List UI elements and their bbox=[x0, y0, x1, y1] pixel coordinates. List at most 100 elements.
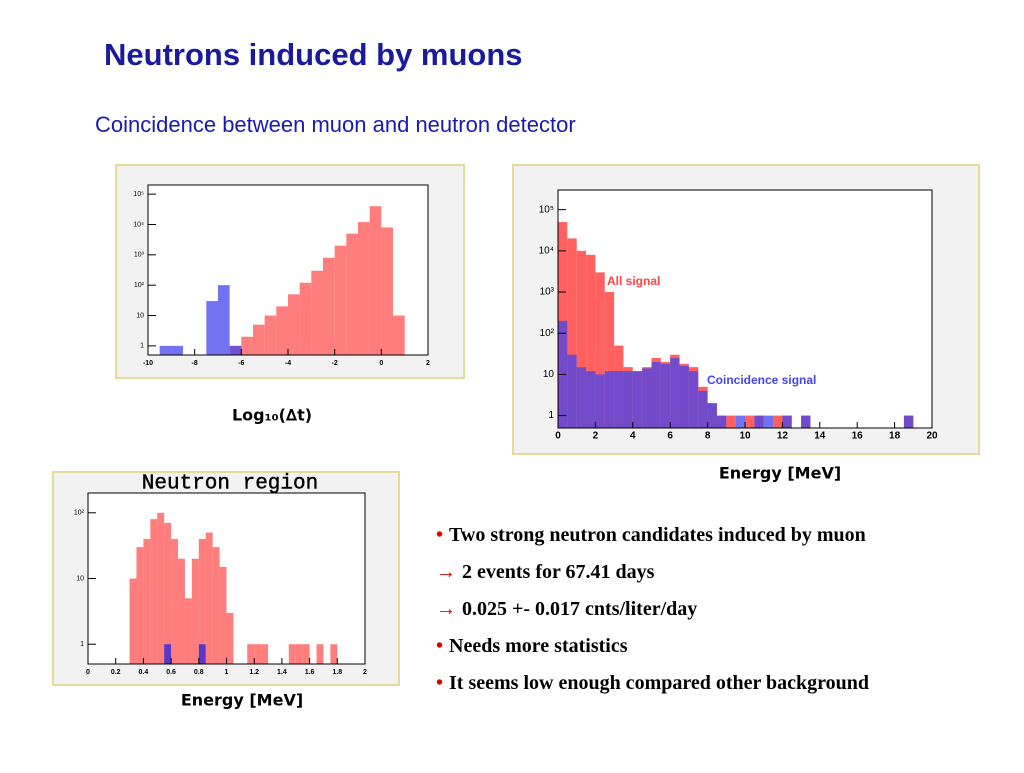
histogram-bar bbox=[903, 415, 914, 428]
bullet-text: Two strong neutron candidates induced by… bbox=[449, 524, 866, 546]
histogram-bar bbox=[157, 512, 165, 664]
histogram-bar bbox=[726, 415, 736, 428]
x-tick-label: -8 bbox=[192, 360, 198, 367]
histogram-bar bbox=[178, 558, 185, 664]
histogram-bar bbox=[198, 644, 206, 664]
bullet-text: 0.025 +- 0.017 cnts/liter/day bbox=[462, 598, 697, 620]
histogram-bar bbox=[754, 415, 764, 428]
x-tick-label: 0 bbox=[379, 360, 383, 367]
histogram-bar bbox=[707, 403, 717, 428]
histogram-bar bbox=[801, 415, 811, 428]
histogram-bar bbox=[226, 612, 234, 664]
bullet: → 2 events for 67.41 days bbox=[436, 561, 655, 583]
bullet: → 0.025 +- 0.017 cnts/liter/day bbox=[436, 598, 697, 620]
histogram-bar bbox=[191, 558, 199, 664]
histogram-bar bbox=[164, 522, 172, 664]
x-tick-label: 1.2 bbox=[249, 669, 259, 676]
histogram-bar bbox=[595, 374, 605, 428]
histogram-bar bbox=[763, 415, 774, 428]
x-tick-label: 1.4 bbox=[277, 669, 287, 676]
bullet-marker: • bbox=[436, 524, 443, 546]
y-tick-label: 10⁴ bbox=[133, 221, 144, 228]
y-tick-label: 10 bbox=[136, 312, 144, 319]
x-tick-label: 0 bbox=[86, 669, 90, 676]
x-tick-label: -4 bbox=[285, 360, 291, 367]
bullet: • It seems low enough compared other back… bbox=[436, 672, 869, 694]
x-axis-label: Energy [MeV] bbox=[181, 691, 303, 710]
y-tick-label: 1 bbox=[548, 410, 554, 421]
histogram-bar bbox=[171, 345, 183, 355]
histogram-bar bbox=[219, 566, 227, 664]
histogram-bar bbox=[311, 270, 323, 355]
histogram-bar bbox=[393, 315, 405, 355]
histogram-bar bbox=[716, 415, 727, 428]
histogram-bar bbox=[586, 371, 596, 428]
x-tick-label: 1.6 bbox=[305, 669, 315, 676]
histogram-bar bbox=[323, 257, 335, 355]
histogram-bar bbox=[330, 644, 338, 664]
histogram-bar bbox=[253, 324, 265, 355]
bullet-text: Needs more statistics bbox=[449, 635, 628, 657]
histogram-bar bbox=[688, 371, 699, 428]
x-tick-label: 0 bbox=[555, 431, 561, 442]
histogram-bar bbox=[288, 294, 300, 355]
histogram-bar bbox=[159, 345, 172, 355]
histogram-bar bbox=[576, 250, 587, 428]
histogram-bar bbox=[346, 233, 358, 355]
histogram-bar bbox=[241, 336, 253, 355]
x-tick-label: -10 bbox=[143, 360, 153, 367]
histogram-bar bbox=[595, 272, 605, 428]
histogram-bar bbox=[369, 206, 382, 355]
x-tick-label: 1.8 bbox=[332, 669, 342, 676]
histogram-bar bbox=[651, 362, 661, 428]
histogram-bar bbox=[614, 371, 624, 428]
histogram-bar bbox=[164, 644, 172, 664]
histogram-bar bbox=[261, 644, 269, 664]
y-tick-label: 10² bbox=[540, 328, 555, 339]
histogram-bar bbox=[745, 415, 755, 428]
histogram-bar bbox=[632, 371, 643, 428]
histogram-bar bbox=[218, 285, 230, 355]
histogram-bar bbox=[604, 371, 615, 428]
y-tick-label: 10⁵ bbox=[133, 191, 144, 198]
bullet-text: 2 events for 67.41 days bbox=[462, 561, 655, 583]
y-tick-label: 10 bbox=[76, 575, 84, 582]
histogram-bar bbox=[302, 644, 310, 664]
histogram-bar bbox=[604, 292, 615, 428]
y-tick-label: 1 bbox=[80, 641, 84, 648]
y-tick-label: 10⁵ bbox=[539, 204, 554, 215]
histogram-bar bbox=[698, 390, 708, 428]
histogram-bar bbox=[229, 345, 242, 355]
x-tick-label: 6 bbox=[667, 431, 673, 442]
histogram-bar bbox=[205, 532, 213, 664]
slide-title: Neutrons induced by muons bbox=[104, 37, 523, 72]
y-tick-label: 10⁴ bbox=[539, 245, 554, 256]
histogram-bar bbox=[206, 301, 218, 355]
x-tick-label: 0.8 bbox=[194, 669, 204, 676]
histogram-bar bbox=[129, 578, 137, 664]
bullet-text: It seems low enough compared other backg… bbox=[449, 672, 869, 694]
bullet: • Needs more statistics bbox=[436, 635, 628, 657]
histogram-bar bbox=[567, 354, 577, 428]
histogram-bar bbox=[576, 367, 587, 428]
x-tick-label: 8 bbox=[705, 431, 711, 442]
x-tick-label: 14 bbox=[814, 431, 826, 442]
x-tick-label: -2 bbox=[332, 360, 338, 367]
chart-title: Neutron region bbox=[142, 473, 318, 496]
bullet-marker: • bbox=[436, 635, 443, 657]
histogram-bar bbox=[264, 315, 277, 355]
histogram-bar bbox=[150, 519, 158, 664]
x-tick-label: 1 bbox=[225, 669, 229, 676]
x-tick-label: 10 bbox=[739, 431, 751, 442]
y-tick-label: 10³ bbox=[134, 252, 145, 259]
histogram-bar bbox=[782, 415, 792, 428]
y-tick-label: 10 bbox=[543, 369, 555, 380]
series-label: All signal bbox=[607, 274, 660, 288]
histogram-bar bbox=[184, 598, 192, 664]
series-label: Coincidence signal bbox=[707, 373, 816, 387]
histogram-bar bbox=[586, 254, 596, 428]
histogram-bar bbox=[198, 538, 206, 664]
histogram-bar bbox=[316, 644, 324, 664]
